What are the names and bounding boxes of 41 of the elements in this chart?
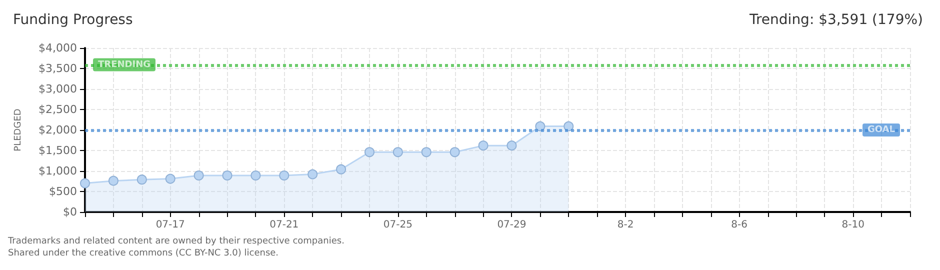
point <box>506 140 517 151</box>
ref-line-label: TRENDING <box>98 60 150 70</box>
point <box>478 140 488 151</box>
point <box>165 174 176 184</box>
text: Trademarks and related content are owned by their respective companies. <box>7 236 344 246</box>
point <box>279 170 290 181</box>
point <box>136 174 147 185</box>
point <box>308 169 318 180</box>
point <box>564 121 574 132</box>
chart-title: Funding Progress <box>13 12 133 28</box>
point <box>336 164 346 174</box>
y-axis-title: PLEDGED <box>14 108 24 152</box>
point <box>450 147 460 158</box>
x-tick-label: 8-6 <box>731 220 748 230</box>
point <box>535 121 546 132</box>
y-tick-label: $3,500 <box>38 62 77 75</box>
chart-subtitle: Trending: $3,591 (179%) <box>748 12 924 28</box>
point <box>392 147 403 158</box>
ref-line-label: GOAL <box>868 125 896 135</box>
y-tick-label: $500 <box>49 185 77 198</box>
point <box>80 178 90 188</box>
point <box>222 170 232 181</box>
text: Shared under the creative commons (CC BY-NC 3.0) license. <box>8 248 279 258</box>
x-tick-label: 07-29 <box>497 220 526 230</box>
x-tick-label: 8-10 <box>842 220 864 230</box>
y-tick-label: $4,000 <box>38 42 77 54</box>
y-tick-label: $1,000 <box>38 164 77 178</box>
x-tick-label: 07-25 <box>383 220 412 230</box>
x-tick-label: 07-21 <box>270 220 299 230</box>
y-tick-label: $2,000 <box>38 124 77 136</box>
y-tick-label: $0 <box>63 206 77 218</box>
x-tick-label: 07-17 <box>156 220 185 230</box>
point <box>421 147 432 158</box>
x-tick-label: 8-2 <box>617 220 634 230</box>
point <box>364 147 374 158</box>
y-tick-label: $1,500 <box>38 144 77 157</box>
y-tick-label: $3,000 <box>38 82 77 96</box>
y-tick-label: $2,500 <box>38 103 77 116</box>
point <box>108 176 118 186</box>
point <box>194 170 204 181</box>
point <box>250 170 261 181</box>
